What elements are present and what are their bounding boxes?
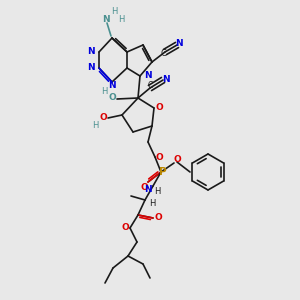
Text: O: O: [173, 155, 181, 164]
Text: O: O: [154, 214, 162, 223]
Text: H: H: [154, 188, 160, 196]
Text: P: P: [159, 167, 167, 177]
Text: N: N: [162, 74, 170, 83]
Text: H: H: [92, 121, 98, 130]
Text: N: N: [144, 71, 152, 80]
Text: H: H: [111, 8, 117, 16]
Text: H: H: [149, 199, 155, 208]
Text: N: N: [87, 47, 95, 56]
Text: C: C: [147, 82, 153, 91]
Text: N: N: [102, 16, 110, 25]
Text: N: N: [144, 184, 152, 194]
Text: C: C: [160, 50, 166, 58]
Text: H: H: [101, 86, 107, 95]
Text: H: H: [118, 16, 124, 25]
Text: O: O: [140, 182, 148, 191]
Text: O: O: [121, 224, 129, 232]
Text: N: N: [108, 80, 116, 89]
Text: N: N: [87, 64, 95, 73]
Text: N: N: [175, 38, 183, 47]
Text: O: O: [108, 92, 116, 101]
Text: O: O: [99, 113, 107, 122]
Text: O: O: [155, 152, 163, 161]
Text: O: O: [155, 103, 163, 112]
